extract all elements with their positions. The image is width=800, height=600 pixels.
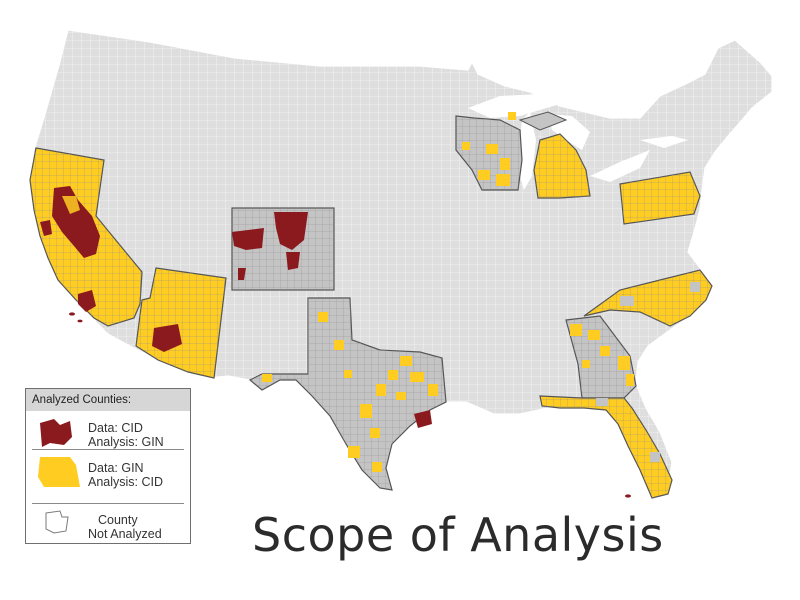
state-california — [29, 147, 143, 327]
county-shape-icon-yellow — [38, 457, 80, 487]
map-legend: Analyzed Counties: Data: CID Analysis: G… — [25, 388, 191, 544]
legend-divider — [32, 503, 184, 504]
county-shape-icon-dark-red — [40, 419, 72, 447]
legend-item-line1: Data: CID — [88, 421, 143, 435]
legend-item-not-analyzed: County Not Analyzed — [26, 507, 192, 543]
county-shape-icon-outline — [45, 510, 69, 534]
state-colorado — [231, 207, 335, 291]
legend-item-line2: Not Analyzed — [88, 527, 162, 541]
state-florida — [539, 395, 673, 499]
map-title: Scope of Analysis — [252, 508, 664, 562]
state-texas — [248, 297, 447, 491]
state-michigan — [518, 111, 591, 199]
legend-item-cid-gin: Data: CID Analysis: GIN — [26, 415, 192, 455]
legend-item-line2: Analysis: CID — [88, 475, 164, 489]
state-georgia — [565, 315, 637, 399]
legend-item-gin-cid: Data: GIN Analysis: CID — [26, 453, 192, 501]
state-arizona — [135, 267, 227, 379]
great-lakes — [468, 94, 688, 190]
legend-item-line2: Analysis: GIN — [88, 435, 164, 449]
legend-divider — [32, 449, 184, 450]
legend-item-line1: County — [98, 513, 138, 527]
state-wisconsin — [455, 112, 523, 191]
legend-item-line1: Data: GIN — [88, 461, 144, 475]
state-pennsylvania — [619, 171, 701, 225]
state-north-carolina — [583, 269, 713, 327]
legend-heading: Analyzed Counties: — [26, 389, 190, 411]
